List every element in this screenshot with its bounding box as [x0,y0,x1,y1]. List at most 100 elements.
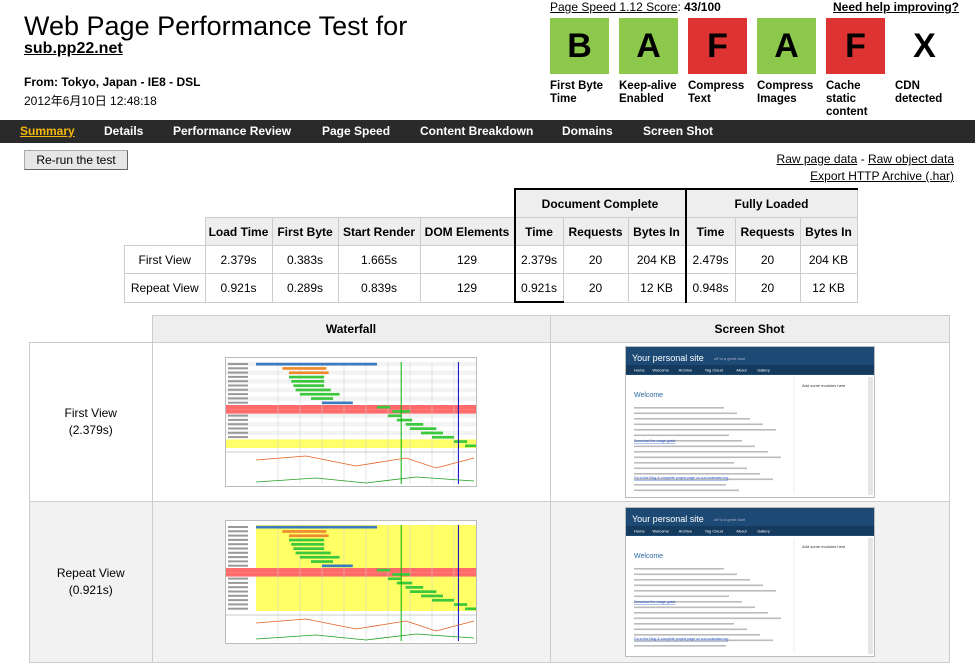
screenshot-text-line [633,451,768,453]
waterfall-row-label [228,594,248,597]
screenshot-text-line [633,590,776,592]
export-har-link[interactable]: Export HTTP Archive (.har) [810,169,954,183]
screenshot-site-title: Your personal site [632,353,704,363]
waterfall-request-bar [410,427,437,430]
grade-label-compress-text: Compress Text [688,80,745,105]
screenshot-image-repeat: Your personal site off to a great start Ho… [625,508,874,656]
waterfall-request-bar [289,371,329,375]
waterfall-request-bar [300,392,340,396]
page-speed-label[interactable]: Page Speed 1.12 Score [550,0,678,14]
first-view-screenshot-thumbnail[interactable]: Your personal site off to a great start Ho… [624,346,875,498]
nav-details[interactable]: Details [104,124,144,138]
waterfall-row-label [228,547,248,550]
waterfall-request-bar [396,418,413,422]
waterfall-request-bar [311,560,333,563]
waterfall-request-bar [396,581,413,585]
waterfall-cpu-graph [255,455,475,469]
waterfall-row-stripe [226,413,476,418]
nav-performance-review[interactable]: Performance Review [173,124,292,138]
screenshot-image-first: Your personal site off to a great start Ho… [625,347,874,497]
test-location: From: Tokyo, Japan - IE8 - DSL [24,75,201,89]
first-view-waterfall-thumbnail[interactable] [225,357,477,487]
cell-value: 129 [419,273,515,303]
need-help-link[interactable]: Need help improving? [833,0,960,14]
grade-compress-images[interactable]: A [757,18,816,74]
results-table: Document Complete Fully Loaded Load Time… [124,188,858,303]
grade-keep-alive[interactable]: A [619,18,678,74]
waterfall-row-label [228,380,248,383]
waterfall-row-label [228,388,248,391]
screenshot-text-line [633,584,763,587]
col-screen-shot: Screen Shot [549,315,950,343]
page-speed-value: 43/100 [684,0,721,14]
screenshot-site-tagline: off to a great start [714,356,746,361]
grade-compress-text[interactable]: F [688,18,747,74]
waterfall-request-bar [289,375,325,379]
col-dom-elements: DOM Elements [419,217,515,246]
screenshot-text-line [633,639,773,642]
nav-content-breakdown[interactable]: Content Breakdown [420,124,534,138]
waterfall-cpu-graph [255,618,475,632]
waterfall-bandwidth-graph [255,476,475,484]
waterfall-row-label [228,423,248,426]
waterfall-row-label [228,603,248,606]
grade-cdn[interactable]: X [895,18,954,74]
waterfall-row-label [228,551,248,554]
waterfall-request-bar [311,397,333,400]
grade-cache-static[interactable]: F [826,18,885,74]
repeat-view-label-cell: Repeat View (0.921s) [29,501,153,663]
cell-value: 2.379s [513,245,564,274]
screenshot-text-line [633,568,724,570]
waterfall-row-stripe [226,370,476,375]
repeat-view-screenshot-thumbnail[interactable]: Your personal site off to a great start Ho… [624,507,875,657]
raw-page-data-link[interactable]: Raw page data [776,152,858,166]
waterfall-chart-first [226,362,476,484]
first-view-label: First View [64,406,117,420]
waterfall-request-bar [405,586,424,589]
link-separator: - [857,152,868,166]
cell-value: 129 [419,245,515,274]
rerun-button[interactable]: Re-run the test [24,150,128,170]
repeat-view-waterfall-thumbnail[interactable] [225,520,477,644]
waterfall-error-row [226,405,476,410]
nav-page-speed[interactable]: Page Speed [322,124,391,138]
col-waterfall: Waterfall [151,315,551,343]
screenshot-site-nav-item: Home [634,368,645,373]
raw-object-data-link[interactable]: Raw object data [867,152,954,166]
nav-summary[interactable]: Summary [20,124,75,138]
cell-value: 0.839s [337,273,421,303]
screenshot-site-nav-item: Gallery [757,368,770,373]
first-view-time: (2.379s) [68,423,113,437]
waterfall-row-label [228,414,248,417]
grade-first-byte[interactable]: B [550,18,609,74]
tested-url-link[interactable]: sub.pp22.net [24,40,123,57]
waterfall-request-bar [293,547,325,550]
screenshot-site-nav-item: Archive [678,368,692,373]
nav-domains[interactable]: Domains [562,124,613,138]
page-speed-score[interactable]: Page Speed 1.12 Score: 43/100 [550,0,721,14]
screenshot-site-nav-item: Welcome [652,529,669,534]
cell-value: 1.665s [337,245,421,274]
screenshot-site-nav-item: Gallery [757,529,770,534]
screenshot-site-nav-item: Tag Cloud [704,368,722,373]
screenshot-text-line [633,489,739,492]
waterfall-request-bar [282,367,327,370]
screenshot-site-heading: Welcome [634,392,663,399]
screenshot-site-link: Download the usage guide [634,439,676,443]
screenshot-text-line [633,473,760,475]
waterfall-request-bar [432,598,454,602]
waterfall-request-bar [289,538,325,542]
screenshot-text-line [633,467,747,470]
nav-screen-shot[interactable]: Screen Shot [643,124,714,138]
screenshot-site-modules-text: Add some modules here [802,544,846,549]
waterfall-row-label [228,534,248,537]
grade-label-first-byte: First Byte Time [550,80,604,105]
screenshot-scrollbar [867,377,873,495]
waterfall-row-label [228,581,248,584]
waterfall-request-bar [377,405,391,409]
screenshot-site-modules-text: Add some modules here [802,383,846,388]
screenshot-text-line [633,573,737,576]
cell-value: 12 KB [799,273,858,303]
waterfall-row-label [228,560,248,563]
screenshot-text-line [633,407,724,409]
